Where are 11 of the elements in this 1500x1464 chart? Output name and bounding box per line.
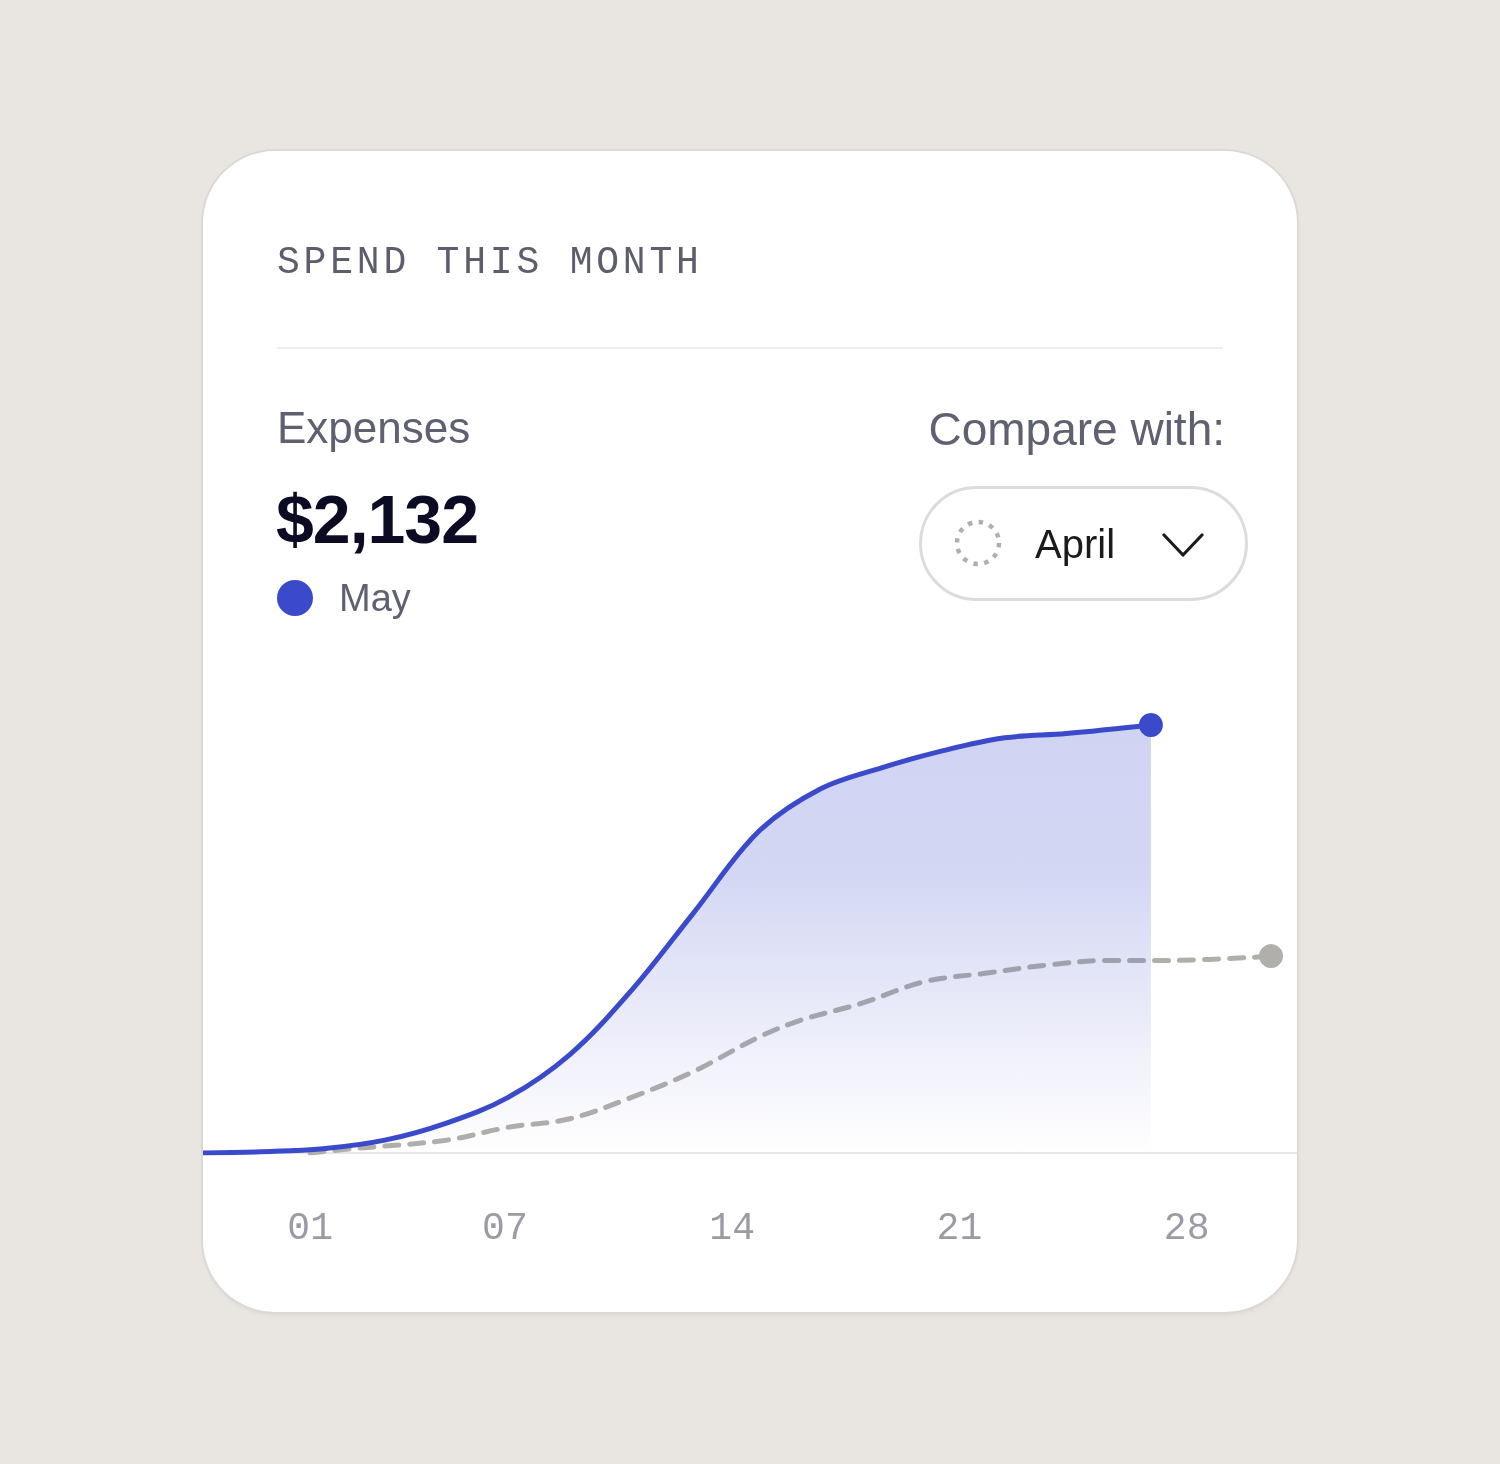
x-tick-label: 28: [1163, 1206, 1210, 1250]
chart-subtitle: Expenses: [277, 403, 471, 452]
x-tick-label: 14: [709, 1206, 755, 1250]
text: Compare with:: [928, 403, 1225, 455]
x-tick-label: 01: [287, 1206, 333, 1250]
text: $2,132: [276, 481, 478, 557]
x-tick-label: 07: [482, 1206, 528, 1250]
legend-label: April: [1035, 522, 1116, 566]
chart-title: SPEND THIS MONTH: [277, 241, 703, 284]
x-tick-label: 21: [936, 1206, 983, 1250]
legend-label: May: [339, 577, 411, 619]
